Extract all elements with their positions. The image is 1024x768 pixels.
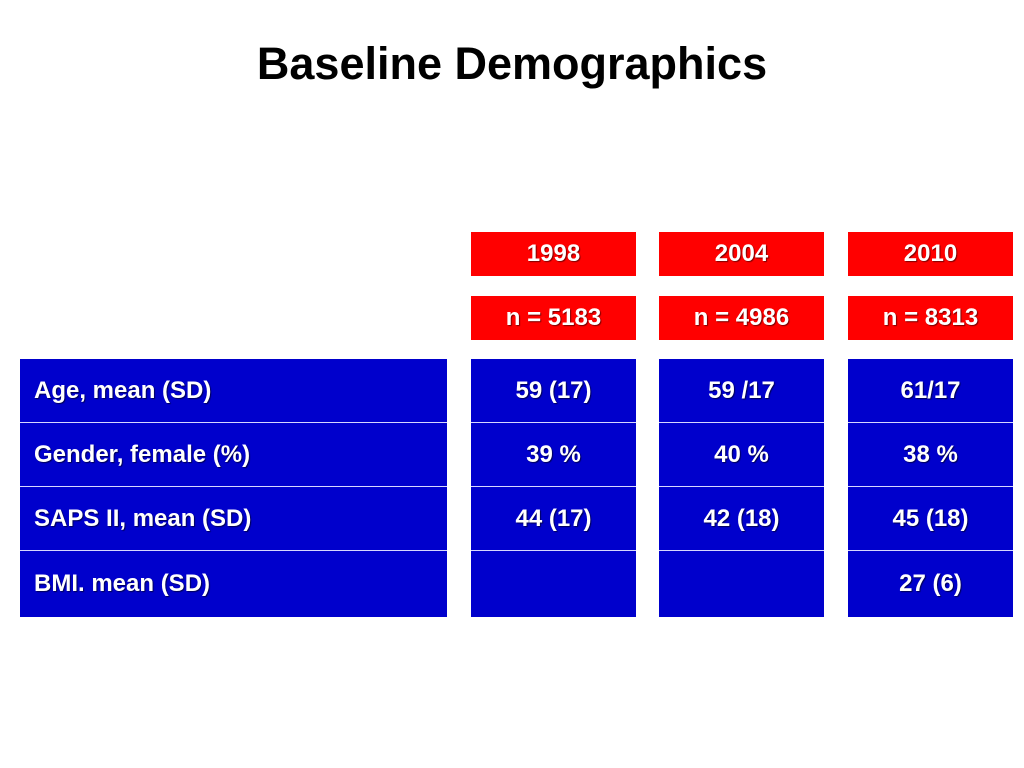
value-saps-2010: 45 (18) — [848, 487, 1013, 551]
value-saps-2004: 42 (18) — [659, 487, 824, 551]
year-header-2010: 2010 — [848, 232, 1013, 276]
row-label-saps: SAPS II, mean (SD) — [20, 487, 447, 551]
row-label-gender: Gender, female (%) — [20, 423, 447, 487]
n-header-2010: n = 8313 — [848, 296, 1013, 340]
values-column-2010: 61/17 38 % 45 (18) 27 (6) — [848, 359, 1013, 617]
year-header-1998: 1998 — [471, 232, 636, 276]
value-bmi-1998 — [471, 551, 636, 617]
year-header-2004: 2004 — [659, 232, 824, 276]
n-header-1998: n = 5183 — [471, 296, 636, 340]
row-label-age: Age, mean (SD) — [20, 359, 447, 423]
value-age-2004: 59 /17 — [659, 359, 824, 423]
row-labels-column: Age, mean (SD) Gender, female (%) SAPS I… — [20, 359, 447, 617]
value-age-1998: 59 (17) — [471, 359, 636, 423]
value-age-2010: 61/17 — [848, 359, 1013, 423]
value-gender-2010: 38 % — [848, 423, 1013, 487]
value-bmi-2010: 27 (6) — [899, 570, 962, 597]
row-label-bmi: BMI. mean (SD) — [34, 570, 211, 597]
value-bmi-2004 — [659, 551, 824, 617]
values-column-2004: 59 /17 40 % 42 (18) — [659, 359, 824, 617]
value-saps-1998: 44 (17) — [471, 487, 636, 551]
n-header-2004: n = 4986 — [659, 296, 824, 340]
page-title-text: Baseline Demographics — [256, 38, 768, 89]
value-gender-1998: 39 % — [471, 423, 636, 487]
page-title: Baseline Demographics — [0, 38, 1024, 90]
values-column-1998: 59 (17) 39 % 44 (17) — [471, 359, 636, 617]
value-gender-2004: 40 % — [659, 423, 824, 487]
